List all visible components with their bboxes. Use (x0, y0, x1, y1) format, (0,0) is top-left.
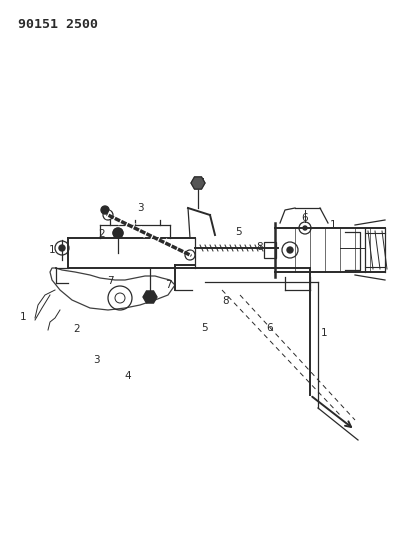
Text: 5: 5 (235, 227, 241, 237)
Text: 2: 2 (99, 229, 105, 239)
Text: 1: 1 (20, 312, 27, 322)
Text: 6: 6 (302, 213, 309, 223)
Circle shape (287, 247, 293, 253)
Text: 7: 7 (165, 280, 171, 290)
Text: 4: 4 (125, 371, 131, 381)
Text: 7: 7 (107, 276, 113, 286)
Text: 8: 8 (257, 242, 263, 252)
Text: 6: 6 (266, 323, 272, 333)
Circle shape (303, 226, 307, 230)
Circle shape (113, 228, 123, 238)
Text: 90151 2500: 90151 2500 (18, 18, 98, 31)
Circle shape (59, 245, 65, 251)
Text: 2: 2 (73, 325, 80, 334)
Text: 1: 1 (330, 220, 336, 230)
Text: 5: 5 (201, 323, 208, 333)
Circle shape (101, 206, 109, 214)
Text: 8: 8 (223, 296, 229, 306)
Text: 3: 3 (93, 355, 99, 365)
Text: 1: 1 (49, 245, 55, 255)
Bar (264, 242, 276, 258)
Text: 3: 3 (137, 203, 143, 213)
Text: 1: 1 (321, 328, 327, 338)
Text: 4: 4 (199, 178, 205, 188)
